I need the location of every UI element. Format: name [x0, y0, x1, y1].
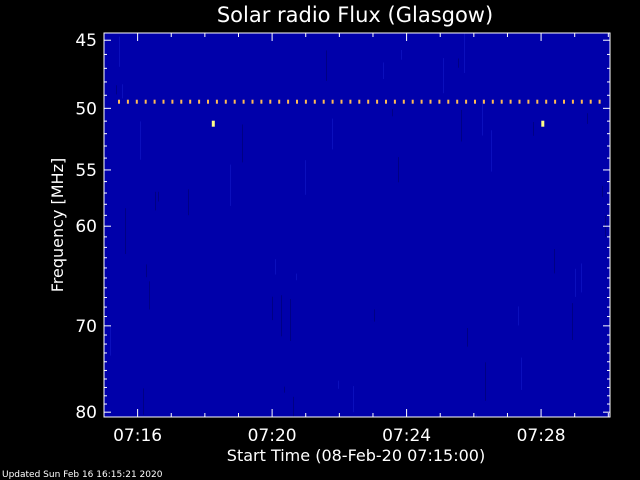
- y-tick-label: 60: [75, 217, 97, 237]
- x-tick-label: 07:16: [113, 426, 162, 446]
- y-tick-label: 70: [75, 317, 97, 337]
- x-tick-label: 07:28: [517, 426, 566, 446]
- chart-title: Solar radio Flux (Glasgow): [217, 3, 493, 27]
- burst-point: [211, 120, 215, 127]
- x-tick-label: 07:20: [248, 426, 297, 446]
- y-axis: 45 50 55 60 70 80: [75, 31, 610, 423]
- plot-frame: [103, 32, 611, 418]
- x-axis-label: Start Time (08-Feb-20 07:15:00): [227, 446, 485, 465]
- y-tick-label: 45: [75, 31, 97, 51]
- plot-area: [104, 33, 610, 417]
- y-tick-label: 55: [75, 161, 97, 181]
- y-axis-label: Frequency [MHz]: [48, 158, 67, 292]
- interference-dots: [118, 99, 601, 104]
- x-tick-label: 07:24: [382, 426, 431, 446]
- update-timestamp: Updated Sun Feb 16 16:15:21 2020: [2, 470, 163, 480]
- noise-texture: [110, 33, 606, 417]
- burst-point: [541, 120, 545, 127]
- y-tick-label: 80: [75, 403, 97, 423]
- y-tick-label: 50: [75, 99, 97, 119]
- x-axis: 07:16 07:20 07:24 07:28: [103, 33, 609, 446]
